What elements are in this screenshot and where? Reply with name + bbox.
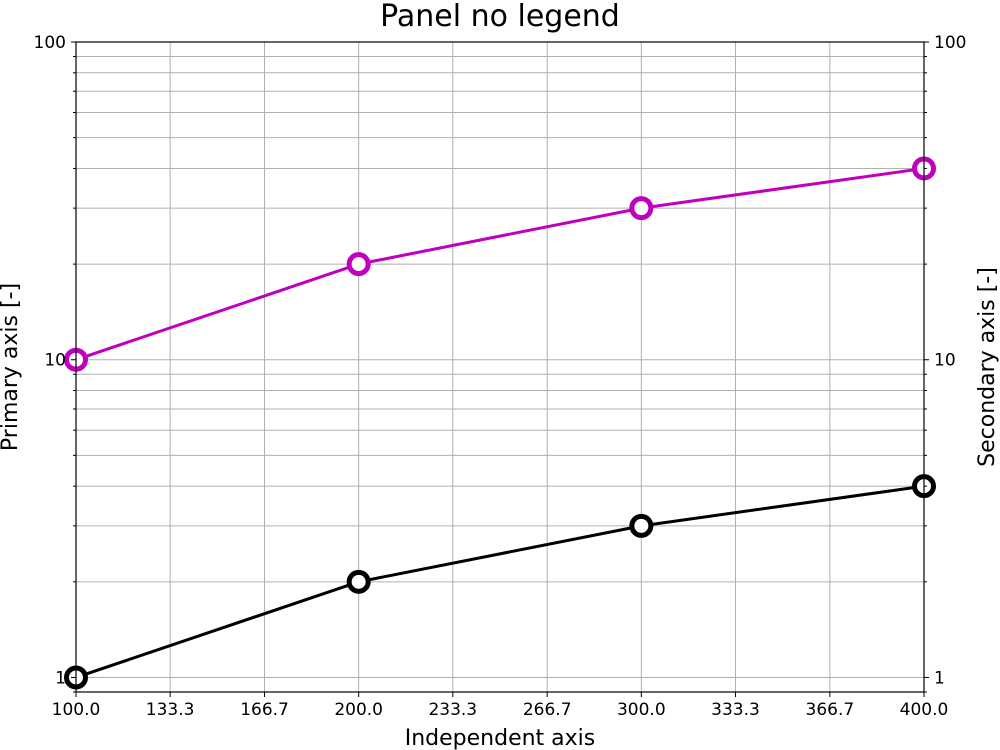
y2-axis-label: Secondary axis [-] xyxy=(975,267,1000,467)
series-line-primary xyxy=(75,484,925,679)
series-line-secondary xyxy=(75,166,925,362)
x-tick-label: 333.3 xyxy=(711,700,760,720)
x-axis-label: Independent axis xyxy=(405,726,596,750)
plot-frame xyxy=(75,41,925,693)
x-tick-label: 366.7 xyxy=(806,700,855,720)
x-tick-label: 400.0 xyxy=(900,700,949,720)
y-tick-label: 10 xyxy=(44,351,66,371)
ticks: 100.0 133.3 166.7 200.0 233.3 266.7 300.0 333.3… xyxy=(34,33,967,720)
y2-tick-label: 10 xyxy=(934,351,956,371)
x-tick-label: 300.0 xyxy=(617,700,666,720)
x-tick-label: 166.7 xyxy=(240,700,289,720)
chart-title: Panel no legend xyxy=(380,0,620,34)
x-tick-label: 233.3 xyxy=(428,700,477,720)
y-axis-label: Primary axis [-] xyxy=(0,283,23,451)
data-point-primary xyxy=(346,569,371,594)
y2-tick-label: 1 xyxy=(934,668,945,688)
data-point-secondary xyxy=(346,252,371,277)
series-group xyxy=(64,156,936,690)
x-tick-label: 133.3 xyxy=(146,700,195,720)
x-tick-label: 100.0 xyxy=(52,700,101,720)
y-tick-label: 100 xyxy=(34,33,66,53)
x-tick-label: 200.0 xyxy=(334,700,383,720)
data-point-primary xyxy=(629,513,654,538)
x-tick-label: 266.7 xyxy=(523,700,572,720)
data-point-secondary xyxy=(629,196,654,221)
y-tick-label: 1 xyxy=(55,668,66,688)
y2-tick-label: 100 xyxy=(934,33,966,53)
